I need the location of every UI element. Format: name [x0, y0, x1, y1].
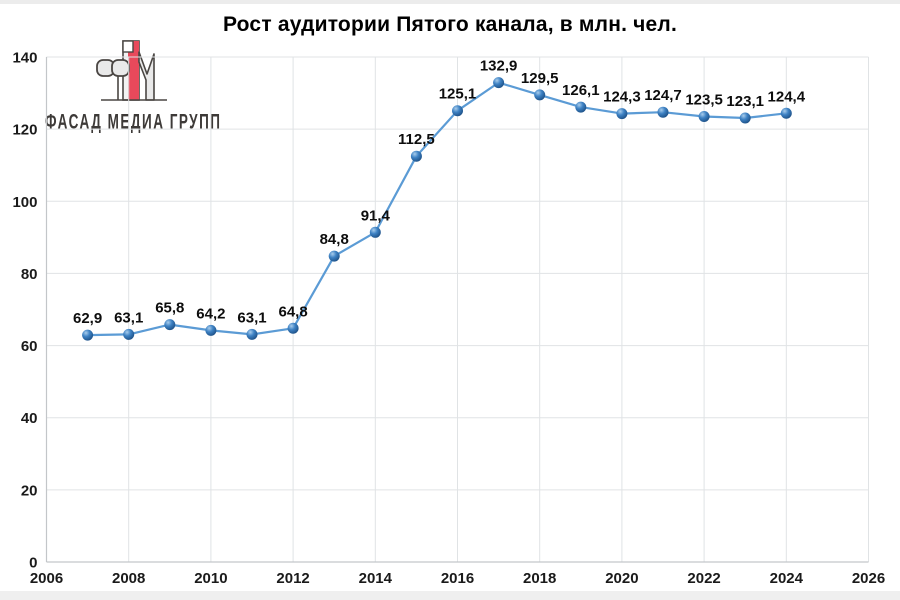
- x-tick-label: 2008: [112, 570, 145, 587]
- data-point: [493, 77, 505, 89]
- data-point-label: 65,8: [155, 300, 184, 317]
- top-edge-strip: [0, 0, 900, 4]
- data-point: [698, 111, 710, 123]
- data-point: [534, 89, 546, 101]
- data-point-label: 123,1: [726, 93, 764, 110]
- logo: ФАСАД МЕДИА ГРУПП: [45, 30, 220, 135]
- y-tick-label: 60: [21, 338, 38, 355]
- y-tick-label: 20: [21, 482, 38, 499]
- data-point: [369, 226, 381, 238]
- data-point: [164, 319, 176, 331]
- data-point: [657, 106, 669, 118]
- x-tick-label: 2012: [276, 570, 309, 587]
- data-point: [452, 105, 463, 117]
- y-tick-label: 140: [12, 50, 37, 67]
- x-tick-label: 2020: [605, 570, 638, 587]
- data-point-label: 84,8: [320, 231, 349, 248]
- data-point-label: 132,9: [480, 58, 518, 75]
- y-tick-label: 100: [12, 194, 37, 211]
- data-point: [287, 322, 299, 334]
- logo-mark-icon: [96, 40, 167, 101]
- data-point: [205, 324, 217, 336]
- data-point: [123, 328, 135, 340]
- data-point-label: 62,9: [73, 310, 102, 327]
- bottom-edge-strip: [0, 591, 900, 600]
- y-tick-label: 80: [21, 266, 38, 283]
- data-point: [616, 108, 628, 120]
- data-point-label: 63,1: [237, 309, 266, 326]
- data-point-label: 64,2: [196, 305, 225, 322]
- x-tick-label: 2018: [523, 570, 556, 587]
- y-tick-label: 0: [29, 555, 37, 572]
- data-point-label: 91,4: [361, 207, 391, 224]
- y-tick-label: 120: [12, 122, 37, 139]
- data-point-label: 63,1: [114, 309, 143, 326]
- data-point: [328, 250, 340, 262]
- data-point-label: 112,5: [398, 131, 435, 148]
- x-tick-label: 2022: [687, 570, 720, 587]
- data-point: [82, 329, 94, 341]
- data-point-label: 124,7: [644, 87, 682, 104]
- data-point-label: 126,1: [562, 82, 600, 99]
- x-tick-label: 2024: [770, 570, 804, 587]
- data-point-label: 125,1: [439, 86, 477, 103]
- data-point: [575, 101, 587, 113]
- data-point-label: 129,5: [521, 70, 559, 87]
- data-point: [739, 112, 751, 124]
- chart-title: Рост аудитории Пятого канала, в млн. чел…: [223, 13, 677, 36]
- data-point: [246, 328, 258, 340]
- data-point: [780, 107, 792, 119]
- data-point: [410, 150, 422, 162]
- logo-text: ФАСАД МЕДИА ГРУПП: [45, 110, 222, 134]
- data-point-label: 64,8: [278, 303, 307, 320]
- series-line: [86, 81, 788, 337]
- x-tick-label: 2006: [30, 570, 63, 587]
- y-tick-label: 40: [21, 410, 38, 427]
- data-point-label: 124,4: [768, 88, 806, 105]
- x-tick-label: 2016: [441, 570, 474, 587]
- data-point-label: 124,3: [603, 89, 641, 106]
- x-tick-label: 2014: [359, 570, 393, 587]
- x-tick-label: 2026: [852, 570, 885, 587]
- data-point-label: 123,5: [685, 92, 723, 109]
- x-tick-label: 2010: [194, 570, 227, 587]
